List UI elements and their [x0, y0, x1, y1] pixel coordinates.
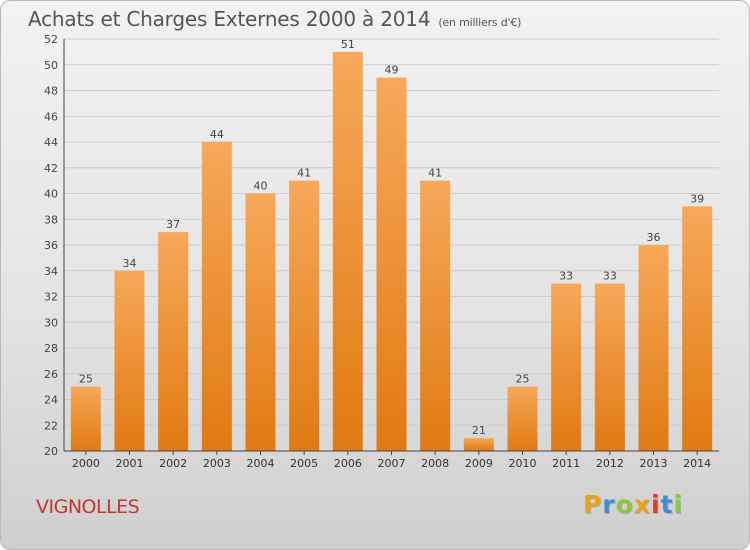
y-tick-label: 52 — [44, 33, 58, 46]
place-name: VIGNOLLES — [36, 496, 140, 518]
y-tick-label: 42 — [44, 162, 58, 175]
y-tick-label: 22 — [44, 419, 58, 432]
data-label: 33 — [559, 270, 573, 283]
bar — [463, 438, 494, 451]
data-labels: 25 34 37 44 40 41 51 49 41 21 25 33 33 36 39 — [79, 38, 704, 437]
bar — [289, 180, 320, 451]
x-tick-label: 2014 — [683, 457, 711, 470]
bar — [507, 386, 538, 451]
y-tick-label: 36 — [44, 239, 58, 252]
y-tick-label: 44 — [44, 136, 58, 149]
data-label: 41 — [428, 167, 442, 180]
x-tick-label: 2011 — [552, 457, 580, 470]
y-tick-label: 40 — [44, 188, 58, 201]
data-label: 44 — [210, 128, 224, 141]
logo-letter: P — [583, 490, 603, 519]
data-label: 39 — [690, 192, 704, 205]
bar — [332, 51, 363, 451]
logo-letter: i — [673, 490, 684, 519]
chart-subtitle: (en milliers d'€) — [438, 16, 522, 29]
data-label: 36 — [647, 231, 661, 244]
bar — [420, 180, 451, 451]
proxiti-logo[interactable]: Proxiti — [583, 490, 683, 519]
x-tick-label: 2005 — [290, 457, 318, 470]
y-tick-label: 24 — [44, 394, 58, 407]
data-label: 34 — [123, 257, 137, 270]
x-tick-label: 2000 — [72, 457, 100, 470]
y-tick-label: 46 — [44, 110, 58, 123]
chart-title: Achats et Charges Externes 2000 à 2014 — [28, 7, 431, 31]
x-tick-label: 2013 — [640, 457, 668, 470]
x-tick-label: 2009 — [465, 457, 493, 470]
bar — [551, 283, 582, 451]
data-label: 49 — [385, 64, 399, 77]
bar — [594, 283, 625, 451]
data-label: 25 — [79, 373, 93, 386]
x-tick-label: 2006 — [334, 457, 362, 470]
data-label: 51 — [341, 38, 355, 51]
y-tick-label: 38 — [44, 213, 58, 226]
bar — [245, 193, 276, 451]
y-tick-label: 48 — [44, 85, 58, 98]
bar — [70, 386, 101, 451]
y-tick-label: 32 — [44, 291, 58, 304]
y-tick-label: 30 — [44, 316, 58, 329]
x-tick-label: 2007 — [378, 457, 406, 470]
y-tick-label: 50 — [44, 59, 58, 72]
data-label: 33 — [603, 270, 617, 283]
axes: 20 22 24 26 28 30 32 34 36 38 40 42 44 46 48 50 52 2000 20… — [44, 33, 719, 470]
x-tick-label: 2012 — [596, 457, 624, 470]
bar — [201, 142, 232, 451]
data-label: 25 — [516, 373, 530, 386]
data-label: 21 — [472, 424, 486, 437]
y-tick-label: 28 — [44, 342, 58, 355]
data-label: 41 — [297, 167, 311, 180]
bar — [376, 77, 407, 451]
logo-letter: o — [615, 490, 634, 519]
logo-letter: i — [651, 490, 661, 519]
x-tick-label: 2002 — [159, 457, 187, 470]
x-tick-label: 2004 — [247, 457, 275, 470]
bar — [638, 245, 669, 451]
y-tick-label: 20 — [44, 445, 58, 458]
logo-letter: x — [633, 490, 651, 519]
logo-letter: r — [602, 490, 616, 519]
bar — [114, 270, 145, 451]
logo-letter: t — [660, 490, 674, 519]
x-tick-label: 2010 — [509, 457, 537, 470]
data-label: 40 — [254, 180, 268, 193]
x-tick-label: 2008 — [421, 457, 449, 470]
y-tick-label: 34 — [44, 265, 58, 278]
bar — [158, 232, 189, 451]
data-label: 37 — [166, 218, 180, 231]
chart-title-row: Achats et Charges Externes 2000 à 2014 (e… — [28, 7, 521, 31]
bars — [70, 51, 713, 451]
y-tick-label: 26 — [44, 368, 58, 381]
bar — [682, 206, 713, 451]
x-tick-label: 2001 — [116, 457, 144, 470]
x-tick-label: 2003 — [203, 457, 231, 470]
